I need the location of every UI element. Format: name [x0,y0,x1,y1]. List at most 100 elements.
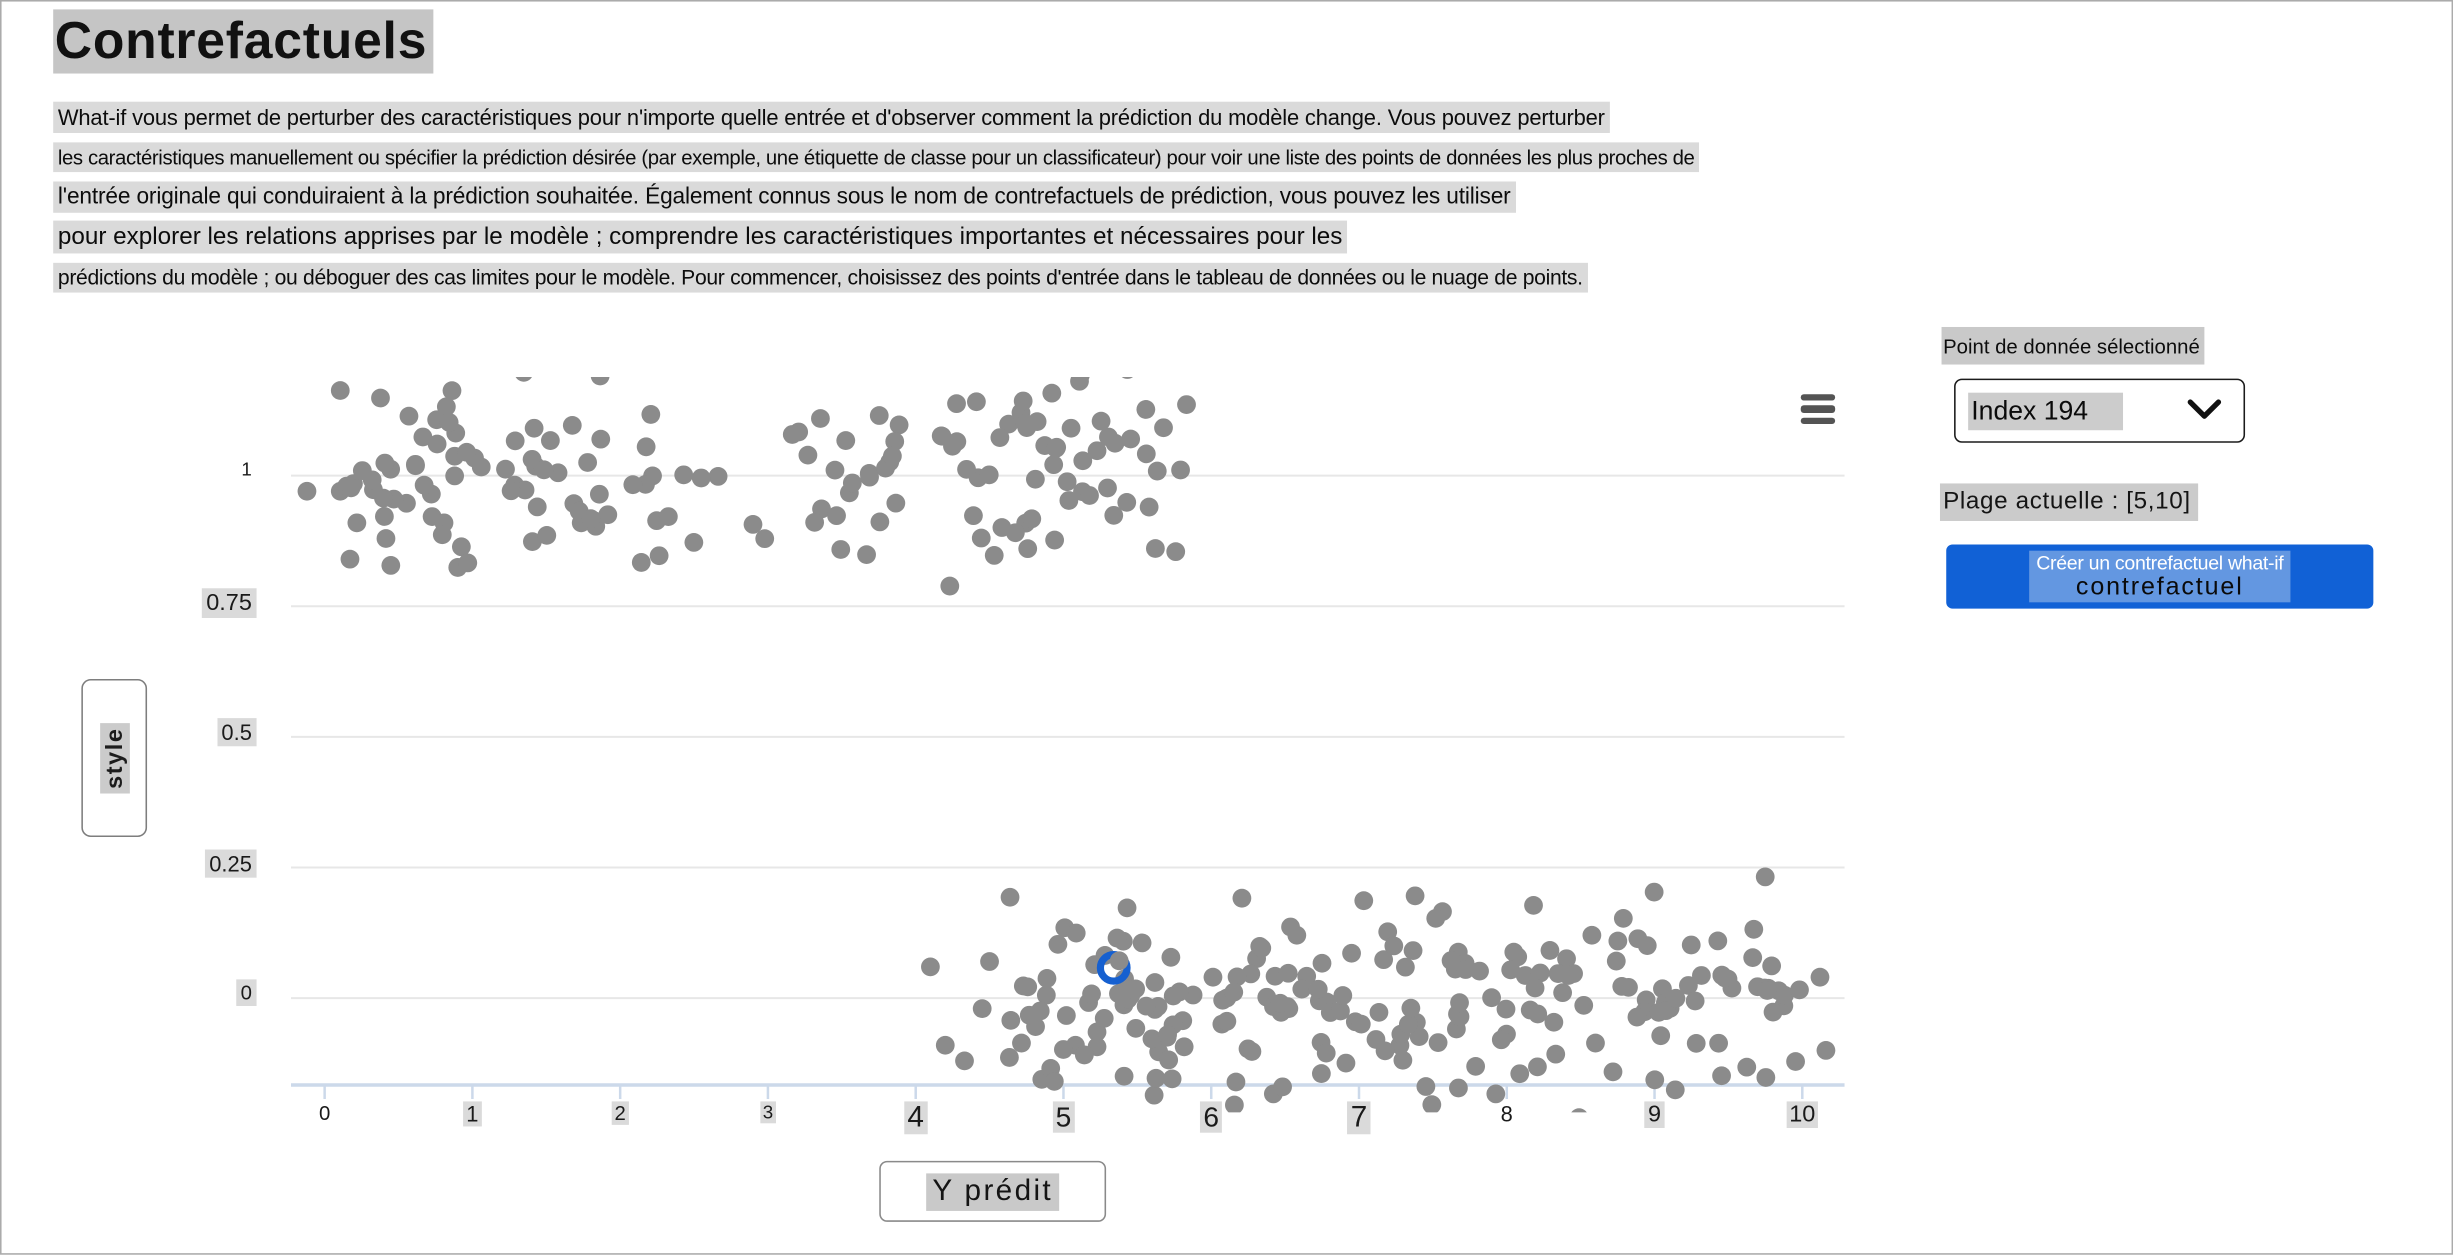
data-point[interactable] [1278,963,1298,983]
data-point[interactable] [1351,1014,1371,1034]
data-point[interactable] [1042,383,1062,403]
data-point[interactable] [869,406,889,425]
data-point[interactable] [755,529,775,549]
data-point[interactable] [649,546,669,566]
data-point[interactable] [1144,1085,1164,1105]
data-point[interactable] [1099,427,1118,447]
data-point[interactable] [1559,966,1578,985]
data-point[interactable] [947,394,966,414]
data-point[interactable] [496,459,515,479]
data-point[interactable] [1158,1025,1177,1045]
data-point[interactable] [932,426,952,446]
data-point[interactable] [957,459,976,479]
data-point[interactable] [1142,1029,1162,1049]
data-point[interactable] [1094,1008,1114,1028]
data-point[interactable] [442,381,462,401]
data-point[interactable] [1132,933,1152,953]
data-point[interactable] [1136,996,1156,1016]
data-point[interactable] [1574,995,1594,1015]
data-point[interactable] [1018,539,1038,559]
data-point[interactable] [439,413,459,432]
data-point[interactable] [1501,960,1521,980]
data-point[interactable] [1405,886,1425,906]
data-point[interactable] [458,553,478,573]
data-point[interactable] [1027,412,1047,432]
data-point[interactable] [1117,492,1137,512]
data-point[interactable] [1450,1007,1470,1027]
data-point[interactable] [341,478,361,498]
data-point[interactable] [984,546,1004,565]
data-point[interactable] [1044,1071,1064,1091]
data-point[interactable] [1586,1033,1605,1053]
data-point[interactable] [1396,957,1415,977]
data-point[interactable] [1378,922,1398,942]
data-point[interactable] [1374,950,1394,970]
data-point[interactable] [413,427,433,447]
data-point[interactable] [1336,1053,1356,1073]
data-point[interactable] [1104,505,1124,525]
data-point[interactable] [1308,979,1328,999]
data-point[interactable] [1456,960,1476,979]
data-point[interactable] [1056,1006,1076,1025]
data-point[interactable] [1001,1010,1021,1030]
data-point[interactable] [1816,1041,1836,1060]
data-point[interactable] [1047,437,1067,457]
data-point[interactable] [1557,949,1576,969]
data-point[interactable] [1686,1033,1706,1053]
data-point[interactable] [782,425,802,444]
data-point[interactable] [527,497,547,517]
data-point[interactable] [691,468,711,488]
data-point[interactable] [1232,888,1252,908]
data-point[interactable] [1528,1057,1547,1077]
data-point[interactable] [1757,981,1777,1000]
data-point[interactable] [1762,956,1782,976]
data-point[interactable] [1331,1001,1350,1021]
data-point[interactable] [870,512,890,532]
data-point[interactable] [330,381,350,400]
data-point[interactable] [1121,429,1141,449]
data-point[interactable] [1651,1026,1671,1046]
data-point[interactable] [1790,980,1809,1000]
data-point[interactable] [1000,887,1020,907]
data-point[interactable] [1755,867,1775,887]
data-point[interactable] [1619,977,1638,997]
data-point[interactable] [1203,967,1223,987]
data-point[interactable] [1070,377,1089,391]
data-point[interactable] [590,377,610,386]
data-point[interactable] [636,437,656,457]
data-point[interactable] [541,431,560,450]
data-point[interactable] [825,460,845,480]
data-point[interactable] [999,414,1019,434]
data-point[interactable] [631,553,651,572]
data-point[interactable] [1491,1030,1511,1050]
data-point[interactable] [1540,941,1560,960]
data-point[interactable] [375,453,395,473]
data-point[interactable] [1242,1042,1262,1061]
data-point[interactable] [885,432,905,451]
data-point[interactable] [1311,1064,1331,1083]
data-point[interactable] [1603,1062,1623,1082]
data-point[interactable] [1118,980,1138,1000]
data-point[interactable] [1366,1030,1386,1049]
data-point[interactable] [371,388,390,408]
data-point[interactable] [399,406,419,426]
data-point[interactable] [1025,469,1045,489]
data-point[interactable] [1139,497,1159,517]
data-point[interactable] [1482,988,1501,1008]
data-point[interactable] [1737,1057,1757,1077]
data-point[interactable] [1666,988,1686,1008]
data-point[interactable] [1409,1027,1429,1047]
data-point[interactable] [1030,1001,1050,1021]
data-point[interactable] [886,493,906,513]
data-point[interactable] [1114,1066,1134,1086]
data-point[interactable] [857,545,876,565]
data-point[interactable] [1810,967,1830,987]
data-point[interactable] [1225,1095,1244,1113]
data-point[interactable] [955,1051,974,1071]
data-point[interactable] [505,431,525,451]
data-point[interactable] [641,405,661,424]
data-point[interactable] [1715,968,1735,988]
data-point[interactable] [1546,1044,1566,1064]
data-point[interactable] [1369,1003,1389,1022]
data-point[interactable] [921,957,940,977]
